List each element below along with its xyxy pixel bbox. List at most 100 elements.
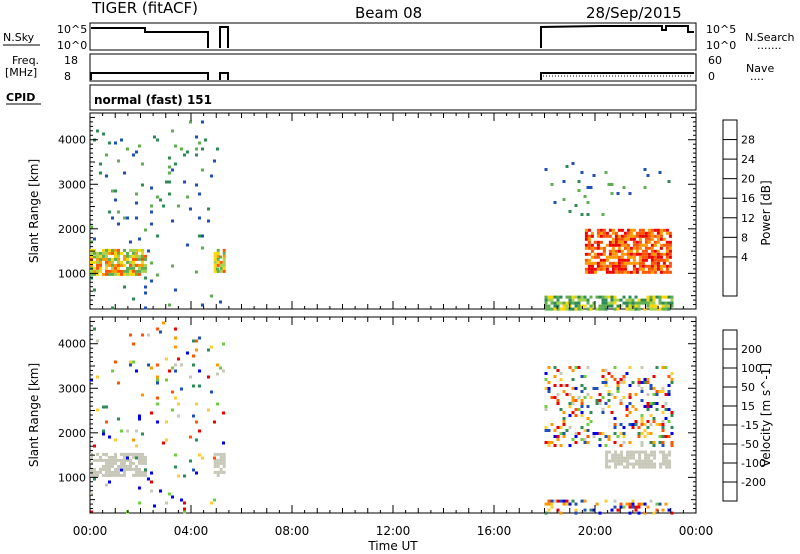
velocity-cell xyxy=(661,435,665,438)
velocity-cell xyxy=(646,393,650,396)
nsearch-label: N.Search xyxy=(745,31,795,44)
velocity-cell xyxy=(162,321,165,325)
velocity-cell xyxy=(622,505,626,509)
velocity-cell xyxy=(661,390,665,393)
velocity-cell xyxy=(670,372,674,375)
velocity-cell xyxy=(114,473,117,477)
velocity-cell xyxy=(216,473,220,477)
velocity-cell xyxy=(565,502,569,506)
power-cell xyxy=(123,269,126,273)
power-cell xyxy=(90,272,93,276)
velocity-cell xyxy=(658,502,662,506)
velocity-cell xyxy=(562,432,566,435)
power-cell xyxy=(120,138,123,142)
power-cell xyxy=(550,295,554,299)
velocity-cell xyxy=(605,456,609,460)
velocity-colorbar-tick-label: -50 xyxy=(741,438,759,451)
velocity-cell xyxy=(670,414,674,417)
velocity-cell xyxy=(598,432,602,435)
power-cell xyxy=(620,234,624,238)
power-cell xyxy=(650,228,654,232)
velocity-cell xyxy=(622,441,626,444)
velocity-cell xyxy=(637,384,641,387)
power-cell xyxy=(593,255,597,259)
power-cell xyxy=(658,307,662,311)
velocity-cell xyxy=(646,432,650,435)
velocity-cell xyxy=(90,473,93,477)
power-cell xyxy=(168,180,171,184)
power-cell xyxy=(584,231,588,235)
power-cell xyxy=(635,243,639,247)
power-cell xyxy=(195,135,198,139)
power-cell xyxy=(123,285,126,289)
velocity-cell xyxy=(213,464,217,468)
power-cell xyxy=(156,273,159,277)
velocity-cell xyxy=(105,405,108,409)
x-tick-label: 04:00 xyxy=(174,524,209,538)
velocity-cell xyxy=(150,411,153,415)
velocity-cell xyxy=(598,402,602,405)
velocity-cell xyxy=(644,462,648,466)
velocity-cell xyxy=(571,396,575,399)
power-cell xyxy=(132,257,135,261)
power-cell xyxy=(667,295,671,299)
velocity-cell xyxy=(207,408,210,412)
power-colorbar-tick-label: 8 xyxy=(741,231,748,244)
velocity-cell xyxy=(661,366,665,369)
velocity-cell xyxy=(565,499,569,503)
velocity-cell xyxy=(550,505,554,509)
power-cell xyxy=(643,298,647,302)
power-cell xyxy=(219,269,223,273)
x-tick-label: 12:00 xyxy=(376,524,411,538)
velocity-cell xyxy=(628,366,632,369)
velocity-cell xyxy=(216,470,220,474)
velocity-cell xyxy=(619,378,623,381)
velocity-cell xyxy=(643,423,647,426)
velocity-cell xyxy=(180,498,183,502)
power-cell xyxy=(625,307,629,311)
velocity-cell xyxy=(605,450,609,454)
velocity-cell xyxy=(132,467,135,471)
power-cell xyxy=(665,228,669,232)
power-cell xyxy=(108,272,111,276)
power-cell xyxy=(117,266,120,270)
velocity-cell xyxy=(620,459,624,463)
velocity-cell xyxy=(653,456,657,460)
power-cell xyxy=(213,257,217,261)
velocity-cell xyxy=(574,399,578,402)
velocity-cell xyxy=(138,486,141,490)
power-cell xyxy=(117,222,120,226)
power-cell xyxy=(646,174,650,177)
power-cell xyxy=(583,195,587,198)
velocity-cell xyxy=(661,420,665,423)
power-cell xyxy=(213,254,217,258)
power-cell xyxy=(574,304,578,308)
velocity-cell xyxy=(601,432,605,435)
velocity-cell xyxy=(665,459,669,463)
power-cell xyxy=(587,267,591,271)
power-cell xyxy=(589,295,593,299)
power-cell xyxy=(550,183,554,186)
power-cell xyxy=(652,307,656,311)
power-cell xyxy=(132,272,135,276)
velocity-cell xyxy=(608,459,612,463)
velocity-cell xyxy=(616,381,620,384)
power-cell xyxy=(587,246,591,250)
velocity-cell xyxy=(556,399,560,402)
velocity-cell xyxy=(568,426,572,429)
velocity-cell xyxy=(623,459,627,463)
velocity-cell xyxy=(653,465,657,469)
power-cell xyxy=(108,263,111,267)
power-cell xyxy=(159,198,162,202)
velocity-cell xyxy=(117,464,120,468)
velocity-cell xyxy=(574,441,578,444)
power-cell xyxy=(99,251,102,255)
velocity-cell xyxy=(568,414,572,417)
power-cell xyxy=(653,243,657,247)
power-cell xyxy=(604,298,608,302)
velocity-cell xyxy=(99,467,102,471)
power-cell xyxy=(617,255,621,259)
power-cell xyxy=(632,270,636,274)
velocity-cell xyxy=(165,438,168,442)
x-axis-label: Time UT xyxy=(367,539,418,553)
